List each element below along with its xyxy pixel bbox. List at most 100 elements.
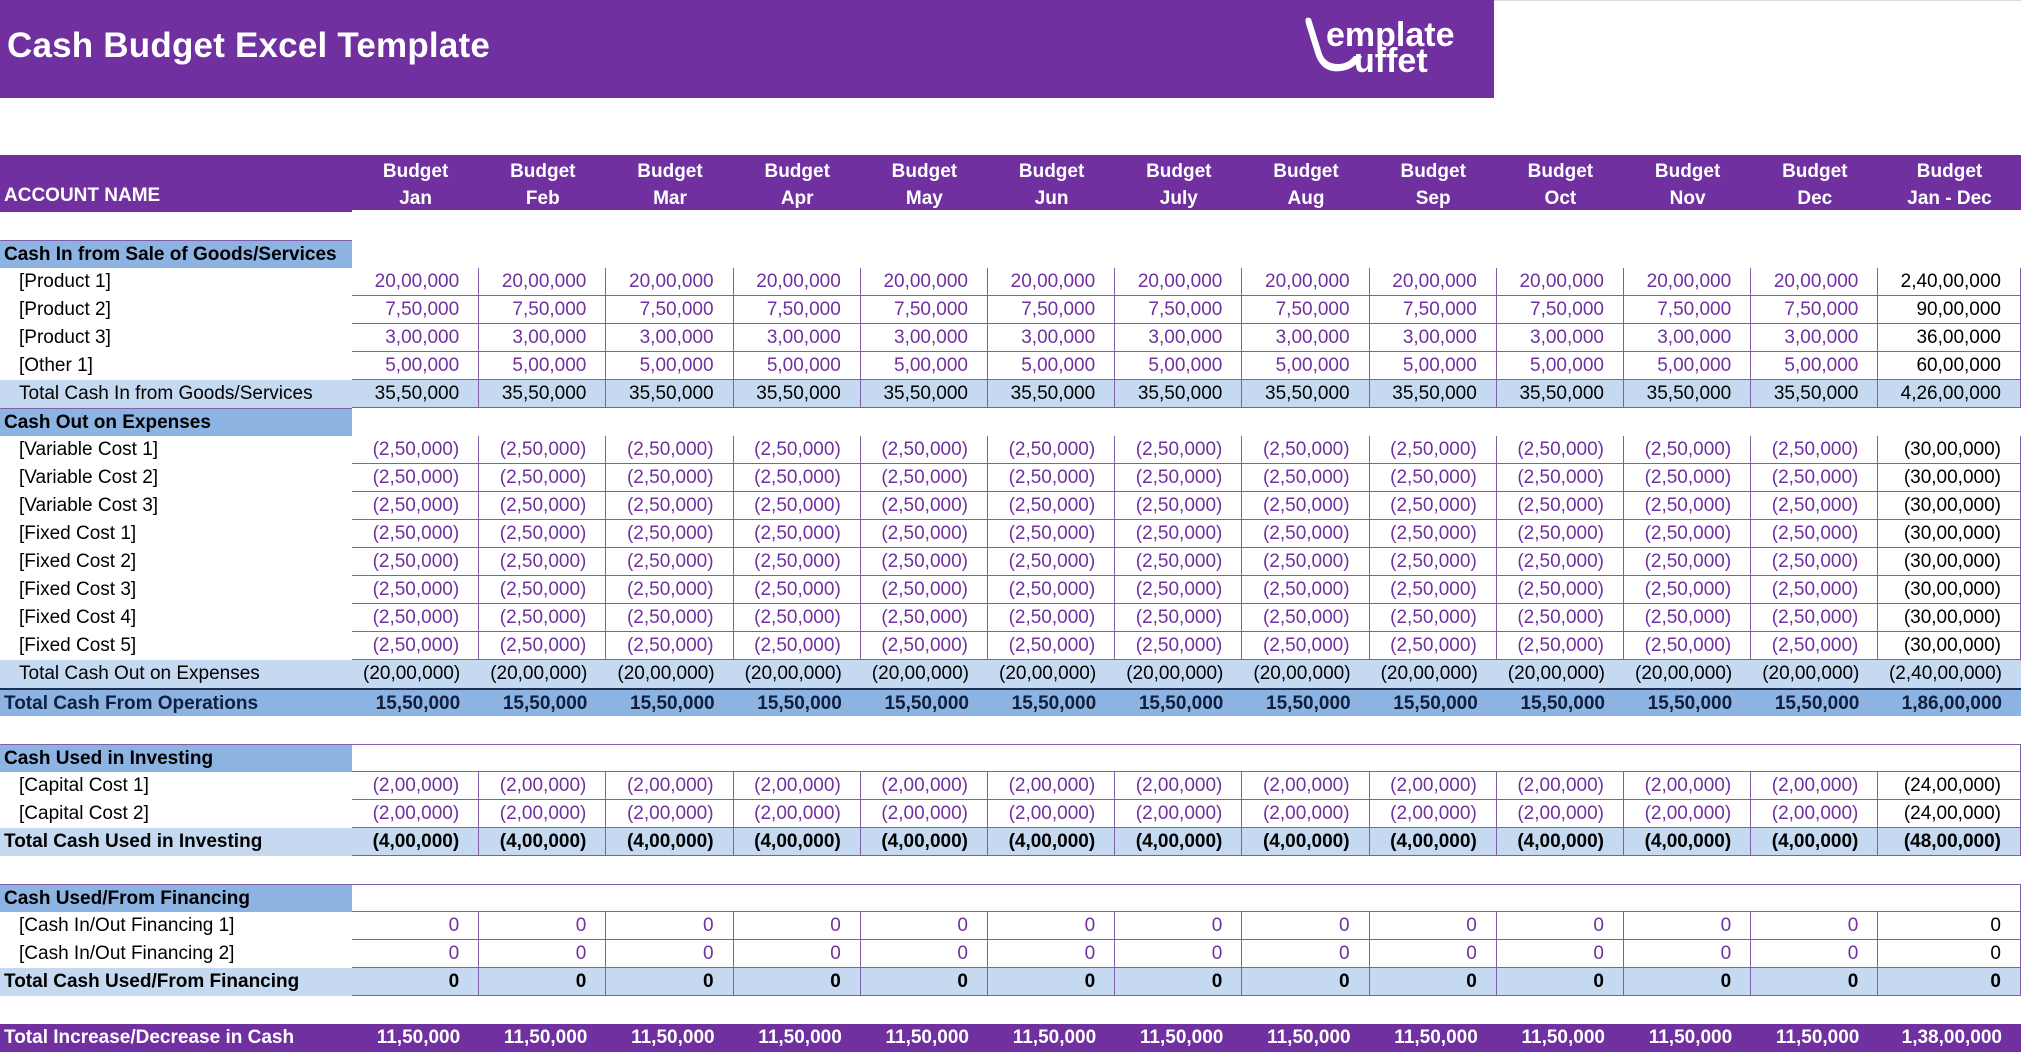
budget-cell-dec[interactable]: (2,50,000): [1751, 576, 1879, 604]
budget-cell-jun[interactable]: 0: [988, 940, 1116, 968]
budget-cell-feb[interactable]: 15,50,000: [502, 693, 588, 714]
budget-cell-mar[interactable]: 3,00,000: [606, 324, 734, 352]
budget-cell-nov[interactable]: (20,00,000): [1635, 663, 1733, 684]
budget-cell-nov[interactable]: (2,50,000): [1624, 548, 1752, 576]
budget-cell-sep[interactable]: (4,00,000): [1369, 828, 1497, 856]
budget-cell-feb[interactable]: (20,00,000): [490, 663, 588, 684]
budget-cell-apr[interactable]: 0: [733, 912, 861, 940]
budget-cell-mar[interactable]: (2,00,000): [606, 800, 734, 828]
budget-cell-sep[interactable]: 11,50,000: [1394, 1027, 1478, 1048]
budget-cell-may[interactable]: (2,00,000): [860, 772, 988, 800]
budget-cell-aug[interactable]: (2,00,000): [1242, 800, 1370, 828]
budget-cell-aug[interactable]: 11,50,000: [1267, 1027, 1351, 1048]
budget-cell-aug[interactable]: (4,00,000): [1242, 828, 1370, 856]
annual-total-cell[interactable]: (30,00,000): [1878, 576, 2021, 604]
budget-cell-jun[interactable]: (2,50,000): [988, 520, 1116, 548]
budget-cell-dec[interactable]: 20,00,000: [1751, 268, 1879, 296]
budget-cell-aug[interactable]: 5,00,000: [1242, 352, 1370, 380]
budget-cell-sep[interactable]: 20,00,000: [1369, 268, 1497, 296]
budget-cell-may[interactable]: 35,50,000: [860, 380, 988, 408]
budget-cell-july[interactable]: (4,00,000): [1115, 828, 1243, 856]
budget-cell-aug[interactable]: (2,50,000): [1242, 548, 1370, 576]
budget-cell-dec[interactable]: (2,50,000): [1751, 464, 1879, 492]
budget-cell-jan[interactable]: 0: [352, 968, 480, 996]
budget-cell-sep[interactable]: (2,50,000): [1369, 520, 1497, 548]
annual-total-cell[interactable]: 1,86,00,000: [1901, 693, 2002, 714]
budget-cell-dec[interactable]: (20,00,000): [1762, 663, 1860, 684]
budget-cell-mar[interactable]: 20,00,000: [606, 268, 734, 296]
budget-cell-jan[interactable]: (2,50,000): [352, 576, 480, 604]
budget-cell-mar[interactable]: 15,50,000: [630, 693, 715, 714]
budget-cell-apr[interactable]: (2,50,000): [733, 492, 861, 520]
budget-cell-nov[interactable]: 35,50,000: [1624, 380, 1752, 408]
budget-cell-jan[interactable]: (2,50,000): [352, 548, 480, 576]
budget-cell-feb[interactable]: (2,50,000): [479, 632, 607, 660]
budget-cell-oct[interactable]: (2,00,000): [1496, 772, 1624, 800]
budget-cell-dec[interactable]: (2,50,000): [1751, 436, 1879, 464]
budget-cell-jan[interactable]: 5,00,000: [352, 352, 480, 380]
empty-cells[interactable]: [352, 744, 2021, 772]
budget-cell-oct[interactable]: (2,50,000): [1496, 576, 1624, 604]
budget-cell-jan[interactable]: (2,00,000): [352, 800, 480, 828]
budget-cell-dec[interactable]: (2,50,000): [1751, 492, 1879, 520]
budget-cell-sep[interactable]: (2,00,000): [1369, 800, 1497, 828]
budget-cell-july[interactable]: (2,00,000): [1115, 800, 1243, 828]
budget-cell-mar[interactable]: 11,50,000: [631, 1027, 715, 1048]
budget-cell-may[interactable]: 11,50,000: [885, 1027, 969, 1048]
budget-cell-dec[interactable]: 7,50,000: [1751, 296, 1879, 324]
budget-cell-july[interactable]: (2,50,000): [1115, 604, 1243, 632]
budget-cell-may[interactable]: 0: [860, 968, 988, 996]
budget-cell-apr[interactable]: (2,00,000): [733, 772, 861, 800]
budget-cell-apr[interactable]: 5,00,000: [733, 352, 861, 380]
budget-cell-july[interactable]: (2,50,000): [1115, 632, 1243, 660]
budget-cell-jan[interactable]: 7,50,000: [352, 296, 480, 324]
annual-total-cell[interactable]: 0: [1878, 968, 2021, 996]
budget-cell-dec[interactable]: (2,50,000): [1751, 520, 1879, 548]
budget-cell-oct[interactable]: (2,50,000): [1496, 464, 1624, 492]
budget-cell-dec[interactable]: 11,50,000: [1775, 1027, 1860, 1048]
annual-total-cell[interactable]: (2,40,00,000): [1888, 663, 2002, 684]
budget-cell-july[interactable]: (2,50,000): [1115, 548, 1243, 576]
budget-cell-jun[interactable]: (2,00,000): [988, 772, 1116, 800]
budget-cell-jun[interactable]: (2,50,000): [988, 464, 1116, 492]
annual-total-cell[interactable]: 4,26,00,000: [1878, 380, 2021, 408]
budget-cell-nov[interactable]: 11,50,000: [1648, 1027, 1733, 1048]
budget-cell-oct[interactable]: 15,50,000: [1520, 693, 1605, 714]
budget-cell-may[interactable]: (2,00,000): [860, 800, 988, 828]
budget-cell-feb[interactable]: 11,50,000: [503, 1027, 588, 1048]
budget-cell-sep[interactable]: 15,50,000: [1393, 693, 1478, 714]
budget-cell-jan[interactable]: (2,50,000): [352, 520, 480, 548]
budget-cell-dec[interactable]: 35,50,000: [1751, 380, 1879, 408]
budget-cell-feb[interactable]: 35,50,000: [479, 380, 607, 408]
budget-cell-may[interactable]: 20,00,000: [860, 268, 988, 296]
budget-cell-jun[interactable]: 15,50,000: [1011, 693, 1097, 714]
annual-total-cell[interactable]: (48,00,000): [1878, 828, 2021, 856]
budget-cell-aug[interactable]: 15,50,000: [1266, 693, 1351, 714]
budget-cell-july[interactable]: (2,50,000): [1115, 436, 1243, 464]
budget-cell-oct[interactable]: (2,50,000): [1496, 548, 1624, 576]
budget-cell-dec[interactable]: (2,00,000): [1751, 800, 1879, 828]
budget-cell-apr[interactable]: 0: [733, 968, 861, 996]
budget-cell-jun[interactable]: 0: [988, 968, 1116, 996]
budget-cell-dec[interactable]: 0: [1751, 912, 1879, 940]
budget-cell-dec[interactable]: 3,00,000: [1751, 324, 1879, 352]
budget-cell-apr[interactable]: (2,50,000): [733, 632, 861, 660]
budget-cell-nov[interactable]: (2,50,000): [1624, 632, 1752, 660]
budget-cell-aug[interactable]: (2,50,000): [1242, 436, 1370, 464]
budget-cell-aug[interactable]: (2,50,000): [1242, 520, 1370, 548]
budget-cell-mar[interactable]: (2,50,000): [606, 632, 734, 660]
budget-cell-oct[interactable]: 3,00,000: [1496, 324, 1624, 352]
budget-cell-apr[interactable]: (2,50,000): [733, 464, 861, 492]
budget-cell-jan[interactable]: (2,00,000): [352, 772, 480, 800]
budget-cell-nov[interactable]: (4,00,000): [1624, 828, 1752, 856]
budget-cell-sep[interactable]: 35,50,000: [1369, 380, 1497, 408]
budget-cell-sep[interactable]: (2,50,000): [1369, 576, 1497, 604]
budget-cell-may[interactable]: 15,50,000: [884, 693, 969, 714]
budget-cell-feb[interactable]: (4,00,000): [479, 828, 607, 856]
budget-cell-feb[interactable]: 3,00,000: [479, 324, 607, 352]
annual-total-cell[interactable]: (30,00,000): [1878, 436, 2021, 464]
budget-cell-dec[interactable]: (2,00,000): [1751, 772, 1879, 800]
budget-cell-mar[interactable]: (4,00,000): [606, 828, 734, 856]
budget-cell-jan[interactable]: 0: [352, 940, 480, 968]
budget-cell-july[interactable]: 35,50,000: [1115, 380, 1243, 408]
